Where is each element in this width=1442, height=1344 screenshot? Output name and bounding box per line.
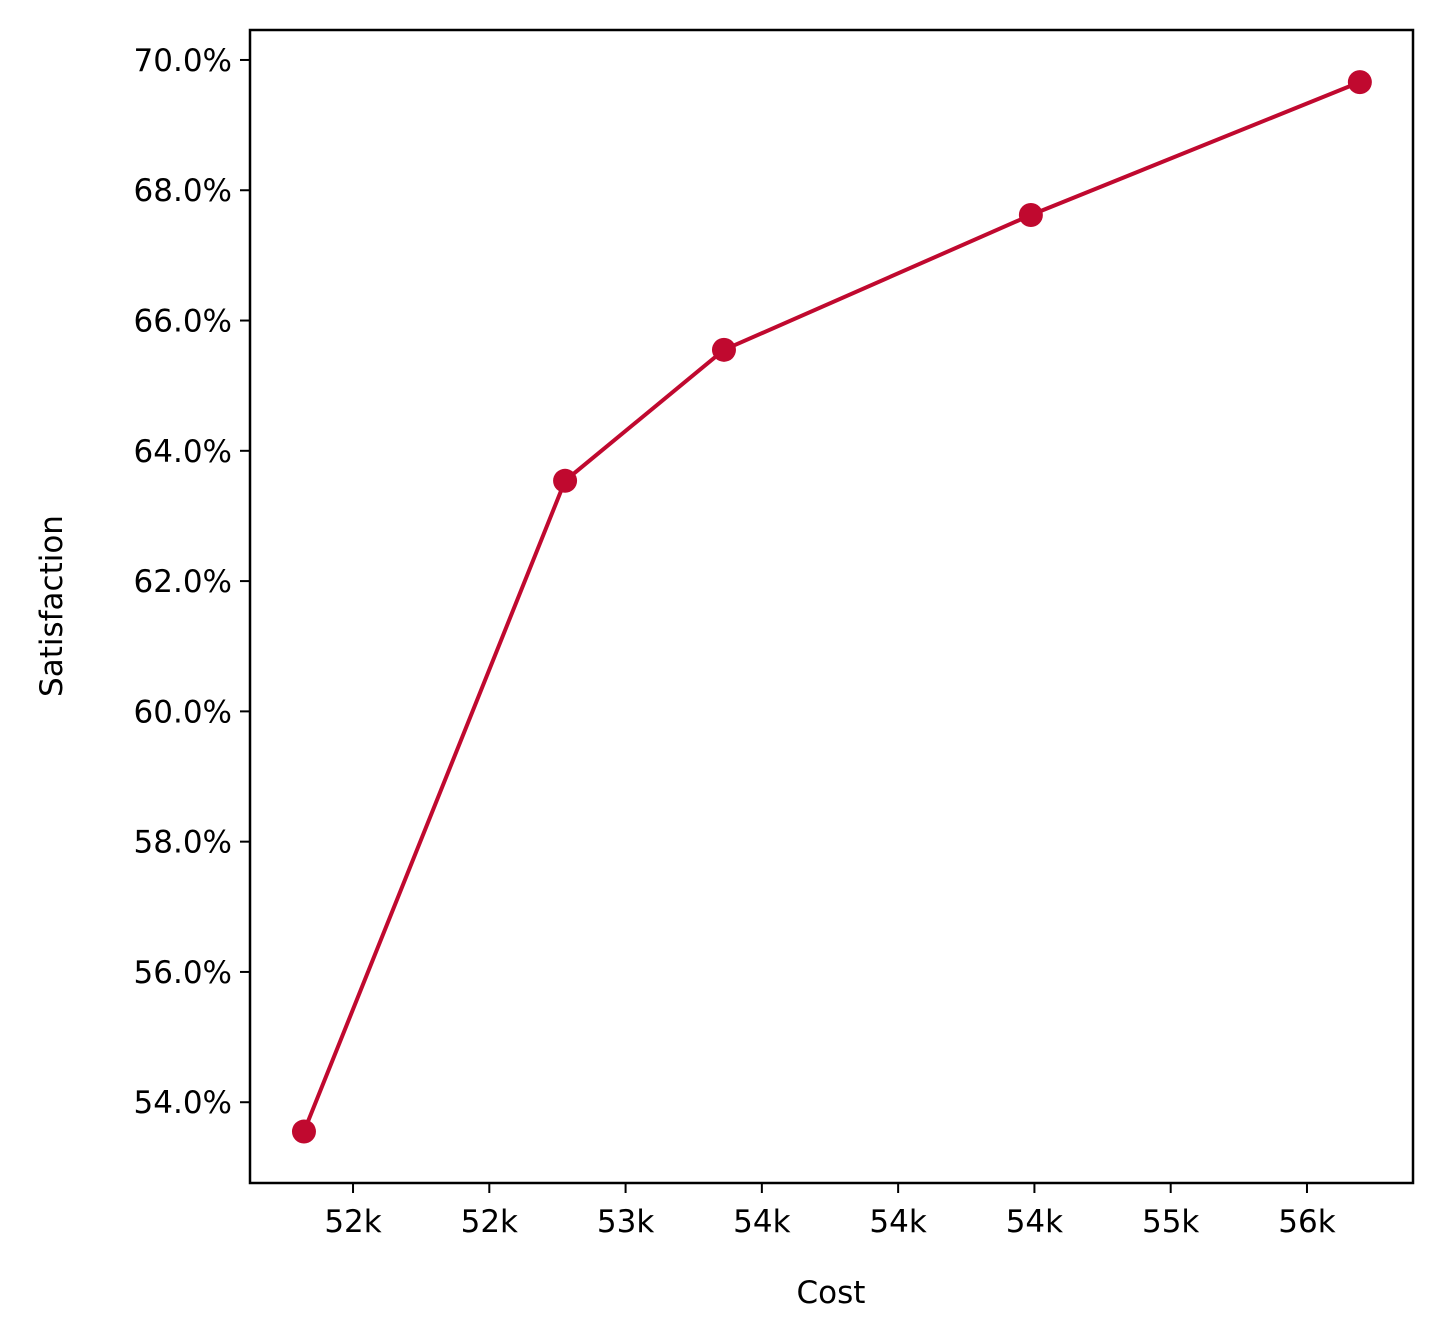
marker [553,468,578,493]
x-tick-label: 53k [597,1204,654,1240]
y-tick-label: 64.0% [134,434,232,470]
y-tick-label: 60.0% [134,694,232,730]
y-tick-label: 66.0% [134,304,232,340]
y-tick-label: 54.0% [134,1085,232,1121]
y-tick-label: 56.0% [134,955,232,991]
marker [711,337,736,362]
line [302,80,1361,1133]
marker [1018,203,1043,228]
x-tick-label: 52k [461,1204,518,1240]
x-tick-label: 54k [869,1204,926,1240]
x-tick-label: 54k [733,1204,790,1240]
y-tick-label: 58.0% [134,825,232,861]
marker [1347,70,1372,95]
marker [291,1119,316,1144]
x-tick-label: 56k [1278,1204,1335,1240]
y-tick-label: 70.0% [134,43,232,79]
y-tick-label: 68.0% [134,173,232,209]
x-axis-label: Cost [797,1275,866,1311]
y-tick-label: 62.0% [134,564,232,600]
x-tick-label: 52k [324,1204,381,1240]
x-tick-label: 55k [1142,1204,1199,1240]
plot-frame [248,28,1415,1185]
y-axis-label: Satisfaction [34,515,70,697]
x-tick-label: 54k [1006,1204,1063,1240]
